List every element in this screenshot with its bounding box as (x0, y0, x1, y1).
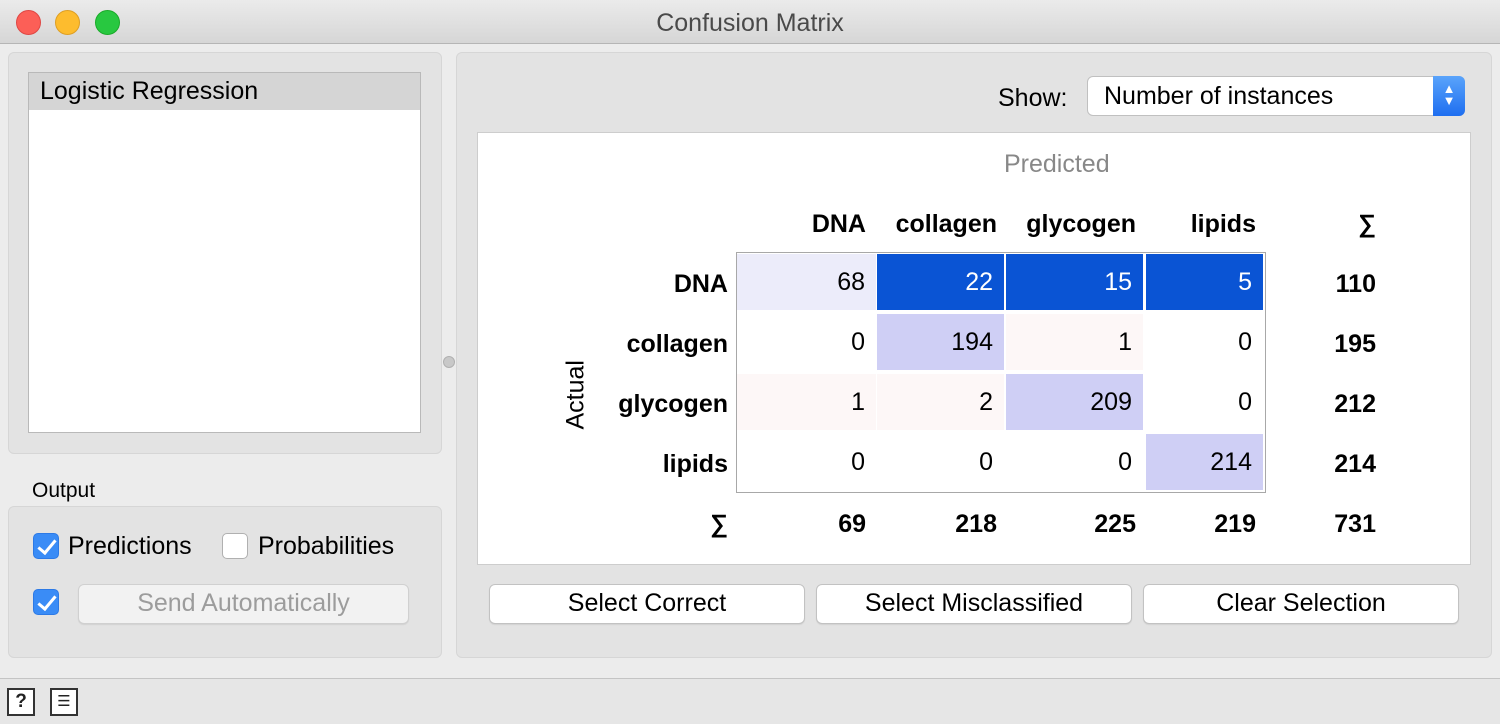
matrix-cell-dna-collagen[interactable]: 22 (877, 254, 1004, 310)
row-header-lipids: lipids (662, 450, 728, 478)
splitter-handle[interactable] (443, 356, 455, 368)
row-header-collagen: collagen (626, 330, 728, 358)
matrix-cell-dna-dna[interactable]: 68 (737, 254, 876, 310)
send-automatically-button[interactable]: Send Automatically (78, 584, 409, 624)
select-correct-button[interactable]: Select Correct (489, 584, 805, 624)
total-sum: 731 (1334, 510, 1376, 538)
minimize-window-button[interactable] (55, 10, 80, 35)
matrix-cell-lipids-dna[interactable]: 0 (851, 448, 865, 476)
column-sum-glycogen: 225 (1094, 510, 1136, 538)
row-header-glycogen: glycogen (618, 390, 728, 418)
matrix-cell-glycogen-collagen[interactable]: 2 (877, 374, 1004, 430)
learner-item-logistic-regression[interactable]: Logistic Regression (29, 73, 420, 110)
row-header-sum: ∑ (710, 510, 728, 538)
predictions-label[interactable]: Predictions (68, 532, 192, 560)
row-sum-glycogen: 212 (1334, 390, 1376, 418)
clear-selection-button[interactable]: Clear Selection (1143, 584, 1459, 624)
matrix-cell-lipids-collagen[interactable]: 0 (979, 448, 993, 476)
column-sum-lipids: 219 (1214, 510, 1256, 538)
matrix-cell-lipids-lipids[interactable]: 214 (1146, 434, 1263, 490)
matrix-cell-glycogen-dna[interactable]: 1 (737, 374, 876, 430)
matrix-cell-glycogen-glycogen[interactable]: 209 (1006, 374, 1143, 430)
window-title: Confusion Matrix (656, 9, 844, 37)
auto-send-checkbox[interactable] (33, 589, 59, 615)
probabilities-checkbox[interactable] (222, 533, 248, 559)
close-window-button[interactable] (16, 10, 41, 35)
matrix-cell-lipids-glycogen[interactable]: 0 (1118, 448, 1132, 476)
output-panel (8, 506, 442, 658)
column-header-glycogen: glycogen (1026, 210, 1136, 238)
learner-list[interactable]: Logistic Regression (28, 72, 421, 433)
show-select[interactable]: Number of instances ▲ ▼ (1087, 76, 1465, 116)
show-select-value: Number of instances (1104, 82, 1334, 110)
show-label: Show: (998, 84, 1068, 112)
matrix-cell-glycogen-lipids[interactable]: 0 (1238, 388, 1252, 416)
updown-arrows-icon: ▲ ▼ (1433, 76, 1465, 116)
matrix-cell-dna-lipids[interactable]: 5 (1146, 254, 1263, 310)
checkmark-icon (37, 590, 57, 612)
select-misclassified-button[interactable]: Select Misclassified (816, 584, 1132, 624)
report-icon[interactable]: ☰ (50, 688, 78, 716)
probabilities-label[interactable]: Probabilities (258, 532, 395, 560)
matrix-grid (736, 252, 1266, 493)
output-section-label: Output (32, 479, 96, 502)
row-header-dna: DNA (673, 270, 728, 298)
column-header-dna: DNA (811, 210, 866, 238)
row-sum-lipids: 214 (1334, 450, 1376, 478)
column-header-collagen: collagen (895, 210, 997, 238)
column-sum-dna: 69 (838, 510, 866, 538)
column-header-lipids: lipids (1190, 210, 1256, 238)
row-sum-dna: 110 (1335, 270, 1376, 298)
matrix-cell-collagen-lipids[interactable]: 0 (1238, 328, 1252, 356)
row-sum-collagen: 195 (1334, 330, 1376, 358)
title-bar: Confusion Matrix (0, 0, 1500, 44)
predicted-axis-label: Predicted (1004, 150, 1110, 178)
matrix-cell-dna-glycogen[interactable]: 15 (1006, 254, 1143, 310)
column-header-sum: ∑ (1358, 210, 1376, 238)
status-bar (0, 678, 1500, 724)
help-icon[interactable]: ? (7, 688, 35, 716)
matrix-cell-collagen-collagen[interactable]: 194 (877, 314, 1004, 370)
predictions-checkbox[interactable] (33, 533, 59, 559)
checkmark-icon (37, 534, 57, 556)
matrix-cell-collagen-glycogen[interactable]: 1 (1006, 314, 1143, 370)
matrix-cell-collagen-dna[interactable]: 0 (851, 328, 865, 356)
column-sum-collagen: 218 (955, 510, 997, 538)
zoom-window-button[interactable] (95, 10, 120, 35)
